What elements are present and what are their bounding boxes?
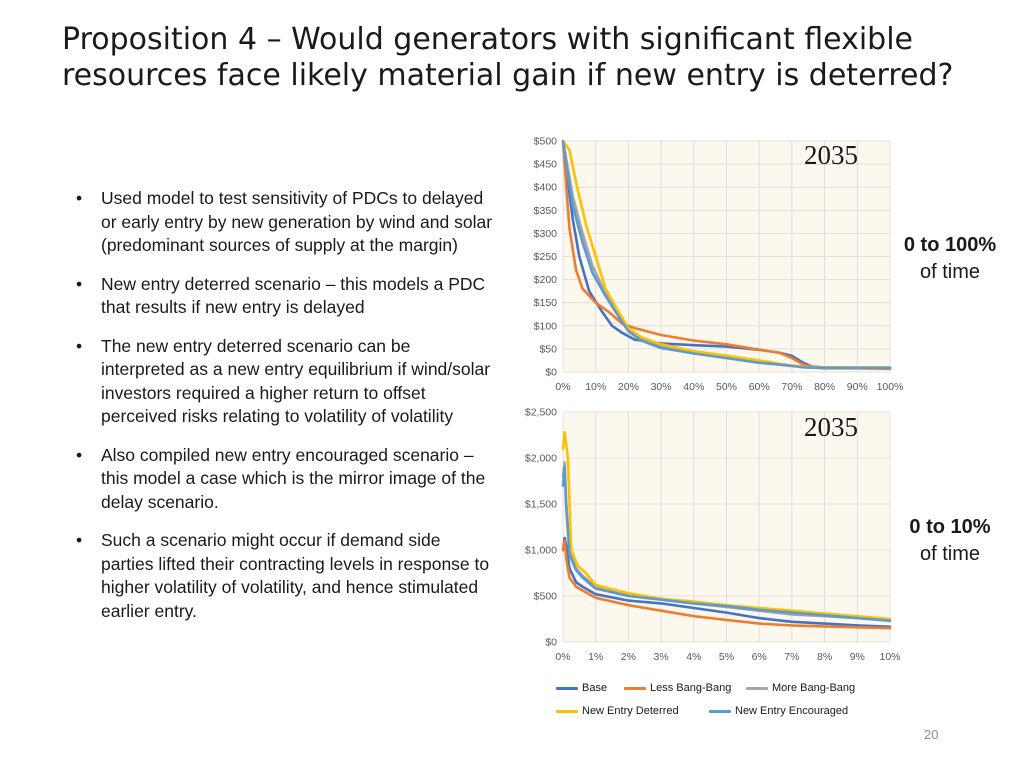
bullet-list: Used model to test sensitivity of PDCs t…	[76, 187, 496, 638]
chart-full-svg: $0 $50 $100 $150 $200 $250 $300 $350 $400 $450 $50…	[534, 136, 904, 394]
annotation-range: 0 to 100%	[903, 234, 997, 256]
x-tick-label: 3%	[654, 651, 669, 663]
legend-swatch	[556, 709, 578, 713]
price-duration-chart-full: $0 $50 $100 $150 $200 $250 $300 $350 $400 $450 $50…	[510, 132, 910, 402]
y-tick-label: $2,000	[525, 453, 557, 465]
series-line-less-bang-bang	[561, 539, 892, 630]
x-tick-label: 8%	[817, 651, 832, 663]
legend-label: More Bang-Bang	[772, 682, 856, 694]
x-tick-label: 4%	[686, 651, 701, 663]
y-tick-label: $200	[534, 274, 558, 286]
legend-label: New Entry Deterred	[582, 705, 679, 717]
annotation-range: 0 to 10%	[909, 516, 991, 538]
slide-title: Proposition 4 – Would generators with si…	[62, 22, 954, 93]
x-tick-label: 70%	[781, 381, 802, 393]
y-tick-label: $400	[534, 182, 558, 194]
series-line-base	[561, 536, 892, 629]
x-tick-label: 30%	[651, 381, 672, 393]
x-tick-label: 10%	[879, 651, 900, 663]
y-tick-label: $2,500	[525, 407, 557, 419]
series-line-new-entry-encouraged	[561, 139, 892, 370]
y-tick-label: $500	[534, 136, 558, 148]
legend-swatch	[746, 686, 768, 690]
y-tick-label: $0	[545, 367, 557, 379]
x-tick-label: 5%	[719, 651, 734, 663]
y-tick-label: $150	[534, 297, 558, 309]
series-line-new-entry-deterred	[561, 430, 892, 621]
x-tick-label: 100%	[877, 381, 904, 393]
y-tick-label: $350	[534, 205, 558, 217]
y-tick-label: $500	[534, 591, 558, 603]
y-tick-label: $450	[534, 159, 558, 171]
legend-swatch	[556, 686, 578, 690]
x-tick-label: 50%	[716, 381, 737, 393]
x-tick-label: 9%	[850, 651, 865, 663]
page-number: 20	[924, 727, 939, 742]
x-tick-label: 1%	[588, 651, 603, 663]
legend-item-less-bang-bang: Less Bang-Bang	[624, 682, 731, 694]
legend-item-base: Base	[556, 682, 607, 694]
y-tick-label: $1,500	[525, 499, 557, 511]
legend-label: Base	[582, 682, 608, 694]
legend-item-more-bang-bang: More Bang-Bang	[746, 682, 855, 694]
x-tick-label: 20%	[618, 381, 639, 393]
y-tick-label: $100	[534, 320, 558, 332]
annotation-suffix: of time	[919, 261, 981, 283]
legend-swatch	[709, 709, 731, 713]
x-tick-label: 7%	[784, 651, 799, 663]
annotation-suffix: of time	[919, 543, 981, 565]
y-tick-label: $50	[539, 343, 557, 355]
x-tick-label: 90%	[847, 381, 868, 393]
y-tick-label: $300	[534, 228, 558, 240]
x-tick-label: 40%	[683, 381, 704, 393]
legend-item-new-entry-deterred: New Entry Deterred	[556, 705, 679, 717]
legend-label: Less Bang-Bang	[650, 682, 732, 694]
annotation-full-range: 0 to 100% of time	[890, 232, 1010, 286]
x-tick-label: 6%	[752, 651, 767, 663]
annotation-tail-range: 0 to 10% of time	[890, 514, 1010, 568]
bullet-item: Used model to test sensitivity of PDCs t…	[76, 187, 496, 258]
bullet-item: New entry deterred scenario – this model…	[76, 273, 496, 320]
chart-tail-svg: $0 $500 $1,000 $1,500 $2,000 $2,500 0% 1% 2% 3% 4%…	[525, 407, 901, 664]
bullet-item: The new entry deterred scenario can be i…	[76, 335, 496, 429]
chart-tail-year: 2035	[804, 412, 858, 442]
x-tick-label: 2%	[621, 651, 636, 663]
bullet-item: Such a scenario might occur if demand si…	[76, 529, 496, 623]
legend-item-new-entry-encouraged: New Entry Encouraged	[709, 705, 848, 717]
chart-full-year: 2035	[804, 140, 858, 170]
legend-swatch	[624, 686, 646, 690]
legend-label: New Entry Encouraged	[735, 705, 849, 717]
y-tick-label: $1,000	[525, 545, 557, 557]
bullet-item: Also compiled new entry encouraged scena…	[76, 444, 496, 515]
series-line-new-entry-encouraged	[561, 465, 892, 623]
x-tick-label: 80%	[814, 381, 835, 393]
x-tick-label: 0%	[555, 381, 570, 393]
x-tick-label: 0%	[555, 651, 570, 663]
x-tick-label: 10%	[585, 381, 606, 393]
y-tick-label: $250	[534, 251, 558, 263]
price-duration-chart-tail: $0 $500 $1,000 $1,500 $2,000 $2,500 0% 1% 2% 3% 4%…	[510, 402, 910, 672]
x-tick-label: 60%	[749, 381, 770, 393]
y-tick-label: $0	[545, 637, 557, 649]
